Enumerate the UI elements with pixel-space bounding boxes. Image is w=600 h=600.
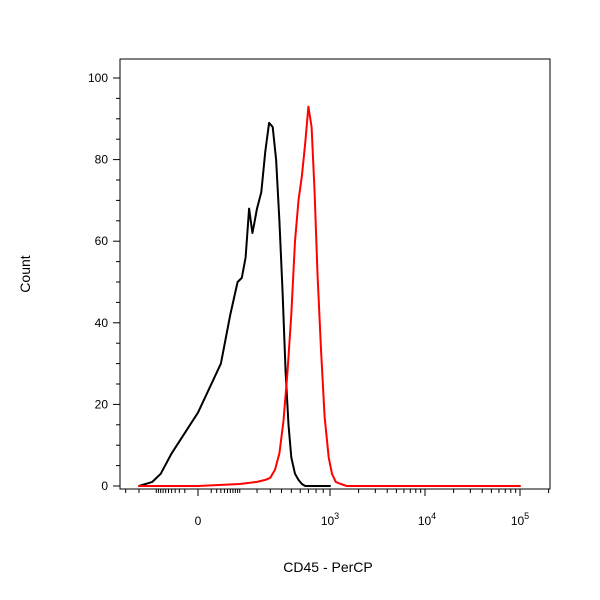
x-axis: 0 103 104 105 <box>125 489 550 528</box>
y-axis-title: Count <box>17 255 33 292</box>
y-tick-label: 20 <box>95 397 109 411</box>
y-tick-label: 100 <box>88 71 108 85</box>
x-tick-label: 103 <box>321 511 339 528</box>
x-tick-label-exponent: 4 <box>431 511 436 521</box>
x-tick-label-base: 10 <box>511 514 525 528</box>
x-tick-label: 105 <box>511 511 529 528</box>
y-tick-label: 60 <box>95 234 109 248</box>
x-tick-label-base: 0 <box>195 514 202 528</box>
y-tick-label: 0 <box>101 479 108 493</box>
x-tick-label: 104 <box>418 511 436 528</box>
series-0-line <box>138 121 331 487</box>
x-tick-label-exponent: 3 <box>334 511 339 521</box>
x-tick-label-base: 10 <box>321 514 335 528</box>
y-tick-label: 40 <box>95 316 109 330</box>
series-layer <box>138 105 521 487</box>
plot-area-frame <box>119 58 551 490</box>
y-tick-label: 80 <box>95 153 109 167</box>
x-tick-label-base: 10 <box>418 514 432 528</box>
y-axis: 0 20 40 60 80 100 <box>88 71 120 493</box>
x-tick-label-exponent: 5 <box>524 511 529 521</box>
series-1-line <box>138 105 521 487</box>
x-tick-label: 0 <box>195 514 202 528</box>
x-axis-title: CD45 - PerCP <box>283 559 372 575</box>
